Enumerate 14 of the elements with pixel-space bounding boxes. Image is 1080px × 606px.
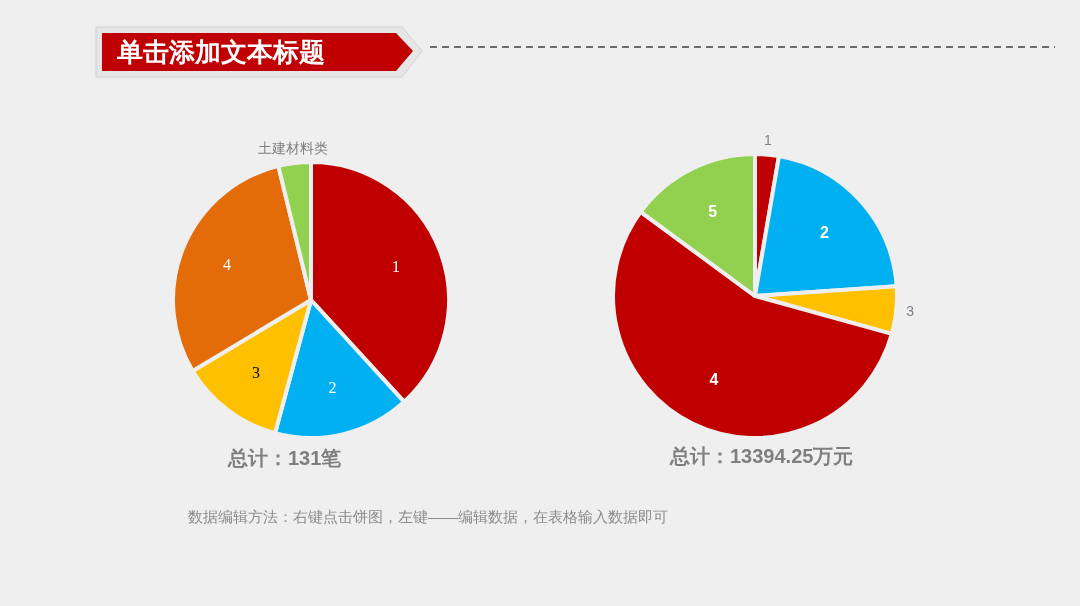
slice-label: 土建材料类 (258, 140, 329, 157)
slice-label: 3 (252, 363, 261, 381)
slice-label: 1 (391, 258, 400, 275)
text: 数据编辑方法：右键点击饼图，左键——编辑数据，在表格输入数据即可 (188, 508, 668, 525)
chart-title: 单击添加文本标题 (116, 37, 325, 67)
slice-label: 3 (906, 303, 915, 320)
text: 总计：13394.25万元 (669, 445, 854, 467)
slice-label: 2 (328, 379, 337, 397)
slice-label: 4 (709, 371, 719, 389)
slice-label: 1 (763, 131, 772, 148)
slice-label: 5 (708, 203, 718, 221)
slice-label: 4 (222, 255, 231, 273)
slice-label: 2 (820, 224, 830, 242)
text: 总计：131笔 (227, 447, 342, 469)
